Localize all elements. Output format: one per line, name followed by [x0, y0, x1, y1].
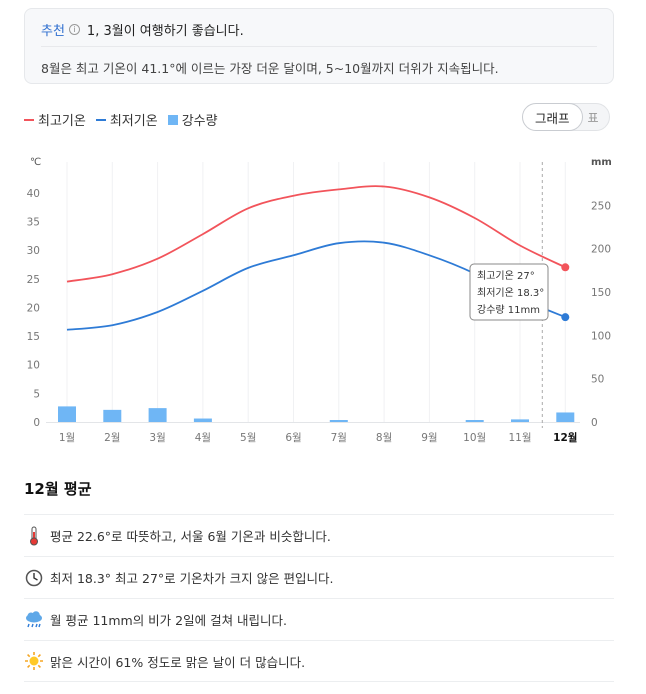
x-tick-label: 11월 [508, 432, 531, 444]
fact-row-rainfall: 월 평균 11mm의 비가 2일에 걸쳐 내립니다. [24, 598, 614, 640]
y-left-tick: 10 [27, 360, 40, 372]
y-right-unit: mm [591, 157, 612, 168]
legend-item-min-temp: 최저기온 [95, 110, 158, 129]
climate-chart[interactable]: ℃ mm 0 5 10 15 20 25 30 35 40 0 50 100 150 200 250 1월 2월 3월… [0, 140, 646, 450]
y-left-tick: 15 [27, 331, 40, 343]
rainfall-bar [329, 420, 348, 422]
rainfall-bar [511, 419, 529, 422]
fact-text-temp-range: 최저 18.3° 최고 27°로 기온차가 크지 않은 편입니다. [50, 571, 334, 586]
clock-icon [24, 568, 44, 588]
legend-label-max-temp: 최고기온 [38, 114, 86, 129]
rainfall-bar [193, 418, 212, 422]
month-summary-facts: 평균 22.6°로 따뜻하고, 서울 6월 기온과 비슷합니다. 최저 18.3… [24, 514, 614, 682]
y-right-tick: 50 [591, 374, 604, 386]
x-tick-label: 1월 [59, 432, 75, 444]
x-tick-label: 3월 [149, 432, 165, 444]
rainfall-bar [556, 412, 575, 422]
recommendation-title: 1, 3월이 여행하기 좋습니다. [86, 24, 244, 39]
x-tick-label: 10월 [463, 432, 486, 444]
tooltip-box [469, 263, 549, 321]
max-temp-line [66, 185, 566, 283]
info-icon[interactable]: i [68, 24, 80, 35]
rainfall-bar [103, 409, 122, 422]
rainfall-bar [148, 408, 167, 422]
y-left-tick: 0 [33, 417, 40, 429]
view-toggle: 그래프 표 [522, 103, 610, 131]
fact-row-temperature: 평균 22.6°로 따뜻하고, 서울 6월 기온과 비슷합니다. [24, 514, 614, 556]
y-right-tick: 200 [591, 244, 611, 256]
legend-swatch-max-temp [24, 118, 34, 121]
legend-swatch-rainfall [167, 114, 178, 125]
y-right-tick: 250 [591, 200, 611, 212]
divider [41, 46, 597, 47]
rain-cloud-icon [24, 610, 44, 630]
y-right-tick: 150 [591, 287, 611, 299]
tooltip-line: 강수량 11mm [477, 304, 540, 316]
tooltip-line: 최고기온 27° [477, 270, 535, 282]
legend-swatch-min-temp [95, 118, 106, 121]
y-left-tick: 35 [27, 216, 40, 228]
legend-item-rainfall: 강수량 [167, 110, 218, 129]
x-tick-label: 6월 [285, 432, 301, 444]
recommendation-box: 추천 i 1, 3월이 여행하기 좋습니다. 8월은 최고 기온이 41.1°에… [24, 8, 614, 84]
fact-text-sunshine: 맑은 시간이 61% 정도로 맑은 날이 더 많습니다. [50, 654, 306, 670]
month-summary-title: 12월 평균 [24, 480, 92, 498]
y-left-tick: 30 [27, 245, 40, 257]
tooltip-line: 최저기온 18.3° [477, 287, 544, 299]
max-temp-point-selected [561, 263, 570, 272]
y-left-tick: 25 [27, 274, 40, 286]
legend-label-rainfall: 강수량 [181, 114, 218, 129]
fact-text-rainfall: 월 평균 11mm의 비가 2일에 걸쳐 내립니다. [50, 613, 288, 628]
chart-legend: 최고기온 최저기온 강수량 [24, 110, 218, 129]
legend-label-min-temp: 최저기온 [109, 114, 158, 129]
legend-item-max-temp: 최고기온 [24, 110, 86, 129]
x-tick-label: 9월 [421, 432, 437, 444]
sun-icon [24, 651, 44, 671]
y-left-tick: 20 [27, 302, 40, 314]
rainfall-bar [58, 406, 76, 422]
recommendation-header: 추천 i 1, 3월이 여행하기 좋습니다. [41, 20, 244, 39]
min-temp-point-selected [561, 313, 570, 322]
x-tick-label: 2월 [104, 432, 120, 444]
graph-view-button[interactable]: 그래프 [522, 103, 583, 131]
fact-row-temp-range: 최저 18.3° 최고 27°로 기온차가 크지 않은 편입니다. [24, 556, 614, 598]
y-left-unit: ℃ [30, 157, 41, 168]
y-left-tick: 40 [27, 188, 40, 200]
x-tick-label: 4월 [195, 432, 211, 444]
recommendation-label: 추천 [41, 24, 65, 39]
x-tick-label: 8월 [376, 432, 392, 444]
thermometer-icon [24, 526, 44, 546]
x-tick-label: 7월 [331, 432, 347, 444]
fact-text-temperature: 평균 22.6°로 따뜻하고, 서울 6월 기온과 비슷합니다. [50, 529, 331, 544]
fact-row-sunshine: 맑은 시간이 61% 정도로 맑은 날이 더 많습니다. [24, 640, 614, 682]
x-tick-label: 5월 [240, 432, 256, 444]
y-right-tick: 0 [591, 417, 598, 429]
recommendation-description: 8월은 최고 기온이 41.1°에 이르는 가장 더운 달이며, 5~10월까지… [41, 61, 499, 76]
y-right-tick: 100 [591, 330, 611, 342]
rainfall-bar [465, 420, 484, 422]
x-tick-label: 12월 [553, 431, 577, 444]
y-left-tick: 5 [33, 388, 40, 400]
